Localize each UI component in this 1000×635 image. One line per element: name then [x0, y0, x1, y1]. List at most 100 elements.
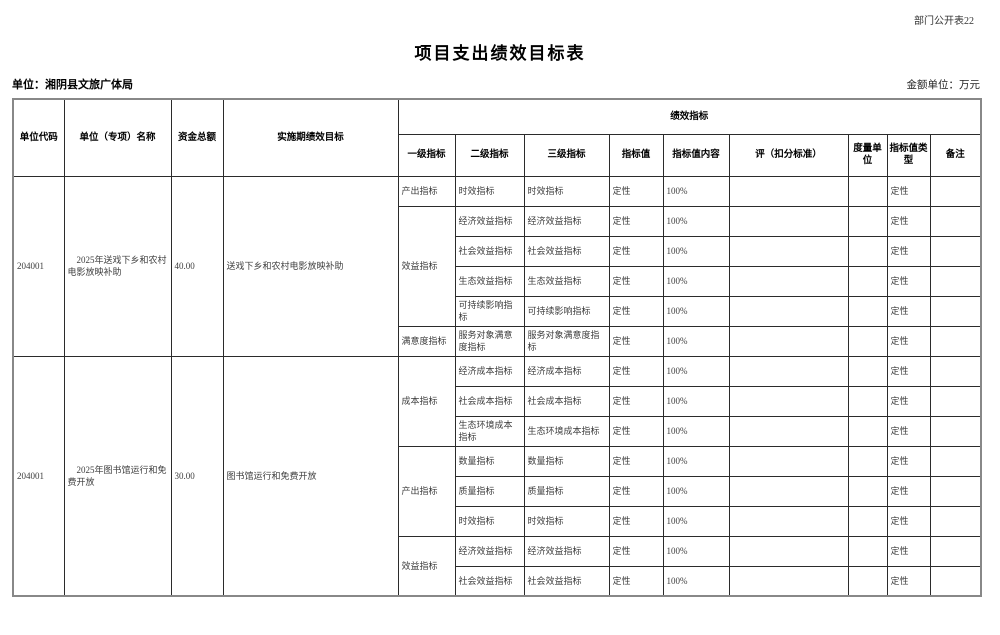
level2-cell: 经济效益指标 [454, 535, 525, 567]
eval-cell [728, 355, 849, 387]
level3-cell: 经济成本指标 [523, 355, 610, 387]
remark-cell [929, 355, 982, 387]
value-content-cell: 100% [662, 295, 730, 327]
level2-cell: 生态效益指标 [454, 265, 525, 297]
measure-unit-cell [847, 565, 888, 597]
value-type-cell: 定性 [886, 535, 931, 567]
remark-cell [929, 535, 982, 567]
indicator-value-cell: 定性 [608, 565, 664, 597]
remark-cell [929, 385, 982, 417]
header-perf-group: 绩效指标 [397, 98, 982, 135]
level1-cell: 满意度指标 [397, 325, 456, 357]
unit-code-cell: 204001 [12, 355, 65, 597]
remark-cell [929, 265, 982, 297]
funds-cell: 30.00 [170, 355, 224, 597]
eval-cell [728, 265, 849, 297]
indicator-value-cell: 定性 [608, 415, 664, 447]
level3-cell: 生态效益指标 [523, 265, 610, 297]
eval-cell [728, 175, 849, 207]
measure-unit-cell [847, 355, 888, 387]
header-total-funds: 资金总额 [170, 98, 224, 177]
remark-cell [929, 475, 982, 507]
indicator-value-cell: 定性 [608, 475, 664, 507]
performance-target-table: 单位代码 单位（专项）名称 资金总额 实施期绩效目标 绩效指标 一级指标 二级指… [12, 98, 983, 597]
indicator-value-cell: 定性 [608, 205, 664, 237]
unit-code-cell: 204001 [12, 175, 65, 357]
indicator-value-cell: 定性 [608, 265, 664, 297]
header-indicator-value: 指标值 [608, 133, 664, 177]
unit-name-cell: 2025年送戏下乡和农村电影放映补助 [63, 175, 172, 357]
level3-cell: 时效指标 [523, 175, 610, 207]
level1-cell: 产出指标 [397, 175, 456, 207]
measure-unit-cell [847, 265, 888, 297]
value-content-cell: 100% [662, 445, 730, 477]
level2-cell: 时效指标 [454, 505, 525, 537]
eval-cell [728, 205, 849, 237]
level2-cell: 社会成本指标 [454, 385, 525, 417]
header-eval-standard: 评（扣分标准） [728, 133, 849, 177]
header-remarks: 备注 [929, 133, 982, 177]
level3-cell: 可持续影响指标 [523, 295, 610, 327]
level2-cell: 经济效益指标 [454, 205, 525, 237]
level2-cell: 服务对象满意度指标 [454, 325, 525, 357]
header-measure-unit: 度量单位 [847, 133, 888, 177]
value-content-cell: 100% [662, 505, 730, 537]
indicator-value-cell: 定性 [608, 385, 664, 417]
value-type-cell: 定性 [886, 385, 931, 417]
level2-cell: 时效指标 [454, 175, 525, 207]
value-type-cell: 定性 [886, 175, 931, 207]
value-content-cell: 100% [662, 235, 730, 267]
measure-unit-cell [847, 535, 888, 567]
level3-cell: 社会效益指标 [523, 235, 610, 267]
value-content-cell: 100% [662, 565, 730, 597]
value-content-cell: 100% [662, 475, 730, 507]
eval-cell [728, 445, 849, 477]
funds-cell: 40.00 [170, 175, 224, 357]
measure-unit-cell [847, 445, 888, 477]
measure-unit-cell [847, 325, 888, 357]
value-type-cell: 定性 [886, 235, 931, 267]
value-content-cell: 100% [662, 355, 730, 387]
measure-unit-cell [847, 175, 888, 207]
value-type-cell: 定性 [886, 265, 931, 297]
unit-name-cell: 2025年图书馆运行和免费开放 [63, 355, 172, 597]
header-unit-name: 单位（专项）名称 [63, 98, 172, 177]
value-content-cell: 100% [662, 325, 730, 357]
indicator-value-cell: 定性 [608, 175, 664, 207]
page-title: 项目支出绩效目标表 [414, 44, 586, 63]
meta-row: 单位：湘阴县文旅广体局 金额单位：万元 [12, 76, 980, 92]
level3-cell: 服务对象满意度指标 [523, 325, 610, 357]
measure-unit-cell [847, 235, 888, 267]
value-content-cell: 100% [662, 385, 730, 417]
value-type-cell: 定性 [886, 355, 931, 387]
value-type-cell: 定性 [886, 325, 931, 357]
header-value-content: 指标值内容 [662, 133, 730, 177]
value-type-cell: 定性 [886, 505, 931, 537]
level3-cell: 社会效益指标 [523, 565, 610, 597]
value-type-cell: 定性 [886, 565, 931, 597]
value-type-cell: 定性 [886, 445, 931, 477]
indicator-value-cell: 定性 [608, 235, 664, 267]
level3-cell: 时效指标 [523, 505, 610, 537]
header-unit-code: 单位代码 [12, 98, 65, 177]
eval-cell [728, 385, 849, 417]
measure-unit-cell [847, 415, 888, 447]
indicator-value-cell: 定性 [608, 355, 664, 387]
doc-number-label: 部门公开表22 [914, 16, 974, 27]
value-content-cell: 100% [662, 265, 730, 297]
impl-target-cell: 图书馆运行和免费开放 [222, 355, 399, 597]
level3-cell: 质量指标 [523, 475, 610, 507]
level2-cell: 社会效益指标 [454, 235, 525, 267]
level2-cell: 数量指标 [454, 445, 525, 477]
eval-cell [728, 415, 849, 447]
header-level2: 二级指标 [454, 133, 525, 177]
level3-cell: 经济效益指标 [523, 535, 610, 567]
remark-cell [929, 505, 982, 537]
value-type-cell: 定性 [886, 475, 931, 507]
value-content-cell: 100% [662, 535, 730, 567]
header-value-type: 指标值类型 [886, 133, 931, 177]
measure-unit-cell [847, 205, 888, 237]
level2-cell: 经济成本指标 [454, 355, 525, 387]
amount-unit-label: 金额单位：万元 [906, 80, 981, 91]
indicator-value-cell: 定性 [608, 445, 664, 477]
